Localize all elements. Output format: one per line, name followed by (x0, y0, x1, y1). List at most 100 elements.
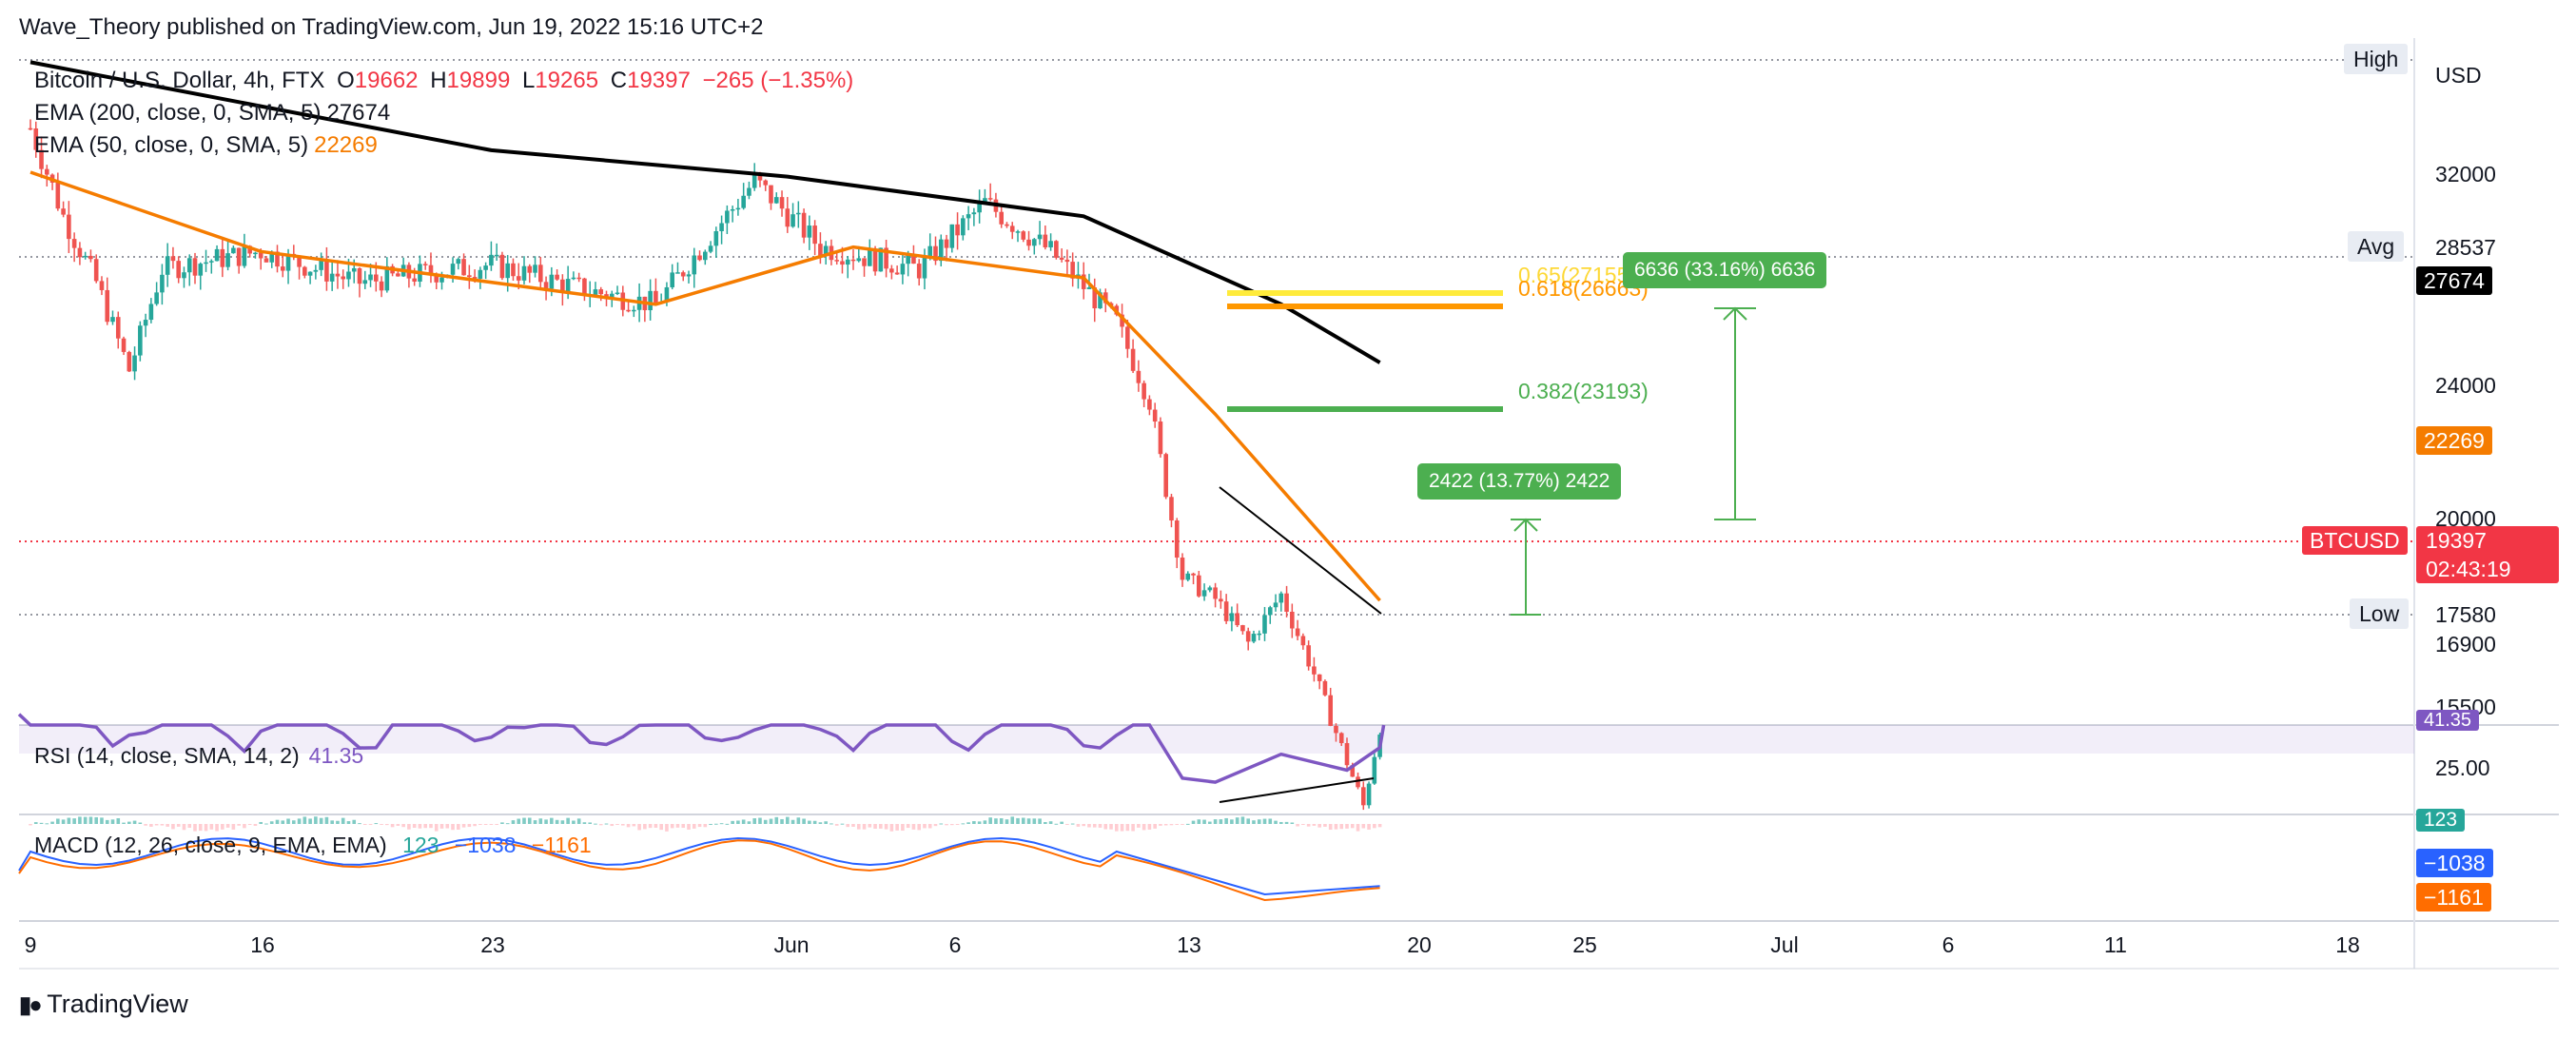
candle-body (555, 274, 559, 280)
tradingview-logo[interactable]: ▮● TradingView (19, 990, 188, 1019)
candle-body (856, 258, 862, 262)
candle-body (434, 274, 439, 283)
macd-hist-bar (1065, 824, 1069, 825)
macd-hist-bar (1044, 822, 1047, 824)
ema50-value: 22269 (314, 132, 378, 158)
candle-body (582, 278, 587, 297)
candle-body (302, 266, 307, 276)
time-tick: 18 (2335, 932, 2360, 957)
macd-hist-bar (648, 824, 653, 829)
candle-body (61, 208, 66, 215)
candle-body (439, 277, 444, 283)
macd-hist-bar (790, 819, 795, 824)
low-tag: Low (2350, 598, 2410, 629)
macd-hist-bar (1296, 824, 1299, 827)
candle-body (615, 292, 620, 294)
candle-body (247, 245, 252, 254)
candle-body (812, 225, 817, 245)
candle-body (160, 274, 165, 293)
candle-body (1251, 634, 1257, 642)
macd-legend[interactable]: MACD (12, 26, close, 9, EMA, EMA) 123 −1… (34, 832, 601, 858)
change-value: −265 (−1.35%) (702, 68, 854, 93)
candle-body (1197, 575, 1201, 597)
candle-body (1338, 733, 1344, 744)
candle-body (840, 261, 845, 265)
macd-hist-bar (692, 824, 696, 829)
macd-hist-bar (225, 824, 230, 828)
candle-body (71, 239, 77, 248)
candle-body (1136, 370, 1142, 383)
macd-hist-bar (1120, 824, 1124, 832)
measure-small-label[interactable]: 2422 (13.77%) 2422 (1417, 463, 1622, 500)
macd-hist-bar (467, 824, 472, 828)
candle-body (105, 289, 110, 323)
brand-name: TradingView (47, 990, 188, 1018)
macd-hist-bar (368, 824, 373, 825)
candle-body (1070, 262, 1075, 279)
candle-body (341, 276, 345, 280)
rsi-legend[interactable]: RSI (14, close, SMA, 14, 2) 41.35 (34, 742, 373, 769)
macd-hist-bar (687, 824, 691, 830)
low-value: 17580 (2435, 602, 2496, 627)
candle-body (1278, 593, 1284, 603)
candle-body (1174, 520, 1180, 559)
ema200-legend[interactable]: EMA (200, close, 0, SMA, 5) 27674 (34, 99, 396, 127)
close-value: 19397 (627, 68, 691, 93)
macd-hist-bar (786, 816, 790, 824)
macd-hist-bar (906, 824, 910, 829)
macd-hist-bar (950, 824, 954, 826)
rsi-value: 41.35 (308, 743, 364, 768)
ema200-line (29, 60, 1381, 364)
candle-body (1015, 231, 1021, 233)
macd-hist-bar (901, 824, 905, 832)
ema50-line (29, 170, 1381, 602)
fib-065-label: 0.65(27155) (1518, 263, 1637, 287)
candle-body (769, 185, 773, 204)
macd-hist-bar (144, 824, 147, 826)
macd-hist-bar (495, 824, 498, 825)
candle-body (170, 256, 176, 262)
macd-hist-bar (725, 823, 730, 825)
macd-hist-bar (774, 816, 779, 824)
candle-body (527, 265, 533, 273)
ema200-label: EMA (200, close, 0, SMA, 5) (34, 100, 322, 126)
macd-hist-bar (598, 824, 603, 826)
macd-hist-bar (927, 824, 932, 829)
macd-hist-bar (889, 824, 894, 832)
macd-hist-bar (407, 824, 411, 830)
candle-body (307, 271, 313, 276)
candle-body (1306, 645, 1311, 667)
macd-hist-bar (1163, 824, 1168, 826)
macd-hist-bar (50, 821, 54, 824)
ema50-legend[interactable]: EMA (50, close, 0, SMA, 5) 22269 (34, 131, 383, 160)
tv-logo-icon: ▮● (19, 992, 43, 1018)
measure-large-label[interactable]: 6636 (33.16%) 6636 (1623, 252, 1827, 288)
candle-body (28, 127, 33, 130)
rsi-axis-tag: 41.35 (2416, 710, 2480, 731)
macd-hist-bar (1219, 819, 1223, 824)
candle-body (1201, 590, 1207, 597)
macd-hist-bar (1021, 817, 1025, 824)
candle-body (609, 293, 615, 300)
symbol-legend[interactable]: Bitcoin / U.S. Dollar, 4h, FTX O19662 H1… (34, 67, 859, 95)
candle-body (467, 275, 472, 278)
macd-hist-bar (714, 823, 718, 825)
macd-hist-bar (1268, 818, 1273, 824)
macd-hist-bar (1224, 817, 1228, 824)
candle-body (499, 254, 505, 279)
macd-hist-bar (1213, 819, 1218, 824)
macd-hist-bar (88, 816, 93, 824)
macd-hist-bar (697, 824, 702, 828)
macd-hist-bar (1361, 824, 1366, 829)
macd-hist-bar (423, 824, 427, 829)
macd-hist-bar (1252, 820, 1256, 824)
macd-hist-bar (33, 822, 38, 824)
ema50-label: EMA (50, close, 0, SMA, 5) (34, 132, 309, 158)
macd-hist-bar (977, 821, 982, 824)
candle-body (741, 195, 746, 208)
candle-body (697, 255, 702, 261)
candle-body (384, 265, 390, 291)
macd-tag: −1038 (2416, 849, 2493, 877)
candle-body (154, 292, 159, 304)
